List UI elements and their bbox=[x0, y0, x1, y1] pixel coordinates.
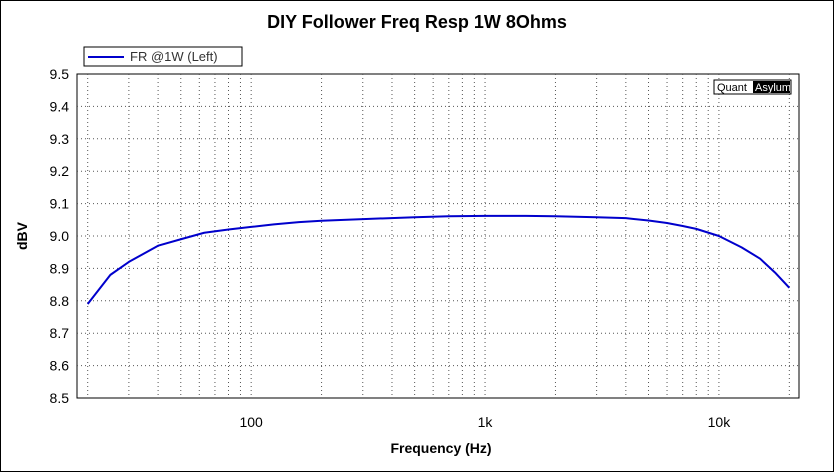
y-tick-label: 9.5 bbox=[50, 66, 70, 82]
x-axis-ticks: 100 1k 10k bbox=[239, 414, 731, 430]
chart-title: DIY Follower Freq Resp 1W 8Ohms bbox=[267, 12, 567, 32]
legend: FR @1W (Left) bbox=[83, 46, 243, 67]
y-axis-ticks: 8.5 8.6 8.7 8.8 8.9 9.0 9.1 9.2 9.3 9.4 9.5 bbox=[50, 66, 70, 406]
legend-box bbox=[83, 46, 243, 67]
y-tick-label: 9.2 bbox=[50, 163, 70, 179]
y-tick-label: 8.9 bbox=[50, 260, 70, 276]
series-line bbox=[86, 214, 791, 305]
logo-text-asylum: Asylum bbox=[755, 82, 791, 94]
x-tick-label: 1k bbox=[478, 414, 494, 430]
x-tick-label: 10k bbox=[708, 414, 732, 430]
logo-text-quant: Quant bbox=[717, 82, 747, 94]
y-tick-label: 8.7 bbox=[50, 325, 70, 341]
y-tick-label: 9.1 bbox=[50, 196, 70, 212]
y-tick-label: 9.3 bbox=[50, 131, 70, 147]
legend-label: FR @1W (Left) bbox=[130, 49, 218, 64]
quantasylum-logo: Quant Asylum bbox=[713, 79, 792, 95]
gridlines bbox=[77, 74, 799, 398]
y-tick-label: 8.8 bbox=[50, 293, 70, 309]
x-tick-label: 100 bbox=[239, 414, 263, 430]
y-tick-label: 9.0 bbox=[50, 228, 70, 244]
y-tick-label: 9.4 bbox=[50, 98, 70, 114]
y-axis-title: dBV bbox=[14, 221, 30, 250]
x-axis-title: Frequency (Hz) bbox=[390, 440, 491, 456]
y-tick-label: 8.6 bbox=[50, 358, 70, 374]
y-tick-label: 8.5 bbox=[50, 390, 70, 406]
series-layer bbox=[86, 214, 791, 305]
